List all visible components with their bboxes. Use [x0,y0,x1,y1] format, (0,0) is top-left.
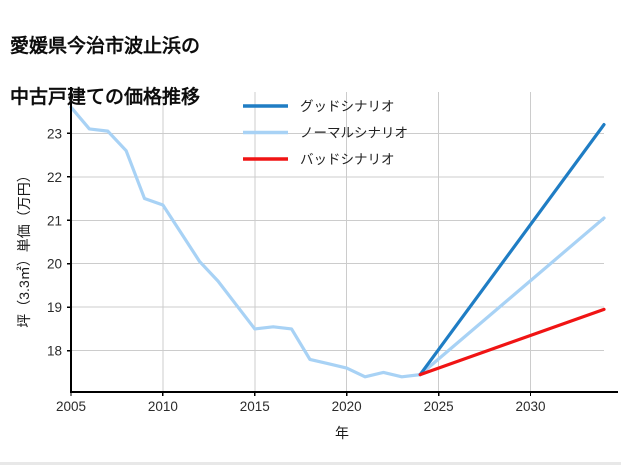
legend-label-good: グッドシナリオ [300,99,395,114]
gridlines-group [70,92,604,392]
x-tick-label: 2020 [332,399,362,414]
y-tick-label: 20 [47,257,62,272]
axes-group [67,87,618,396]
chart-title-line2: 中古戸建ての価格推移 [10,86,201,108]
x-tick-label: 2010 [148,399,178,414]
x-tick-label: 2025 [424,399,454,414]
x-tick-label: 2015 [240,399,270,414]
legend-label-normal: ノーマルシナリオ [300,126,408,141]
chart-title-line1: 愛媛県今治市波止浜の [10,35,201,57]
series-group [69,105,606,379]
x-tick-label: 2005 [56,399,86,414]
y-tick-label: 18 [47,344,62,359]
x-tick-labels: 2005 2010 2015 2020 2025 2030 [56,399,546,414]
x-axis-title: 年 [335,425,349,441]
series-line-history [69,105,422,379]
y-axis-title: 坪（3.3㎡）単価（万円） [16,168,32,327]
y-tick-label: 19 [47,300,62,315]
legend-label-bad: バッドシナリオ [300,152,395,167]
series-line-good [418,123,606,377]
bottom-divider [0,462,621,465]
series-line-normal [418,216,606,377]
x-tick-label: 2030 [515,399,545,414]
y-tick-label: 22 [47,170,62,185]
series-line-bad [418,307,606,377]
chart-title: 愛媛県今治市波止浜の 中古戸建ての価格推移 [10,8,490,111]
y-tick-labels: 18 19 20 21 22 23 [47,126,62,358]
y-tick-label: 21 [47,213,62,228]
y-tick-label: 23 [47,126,62,141]
